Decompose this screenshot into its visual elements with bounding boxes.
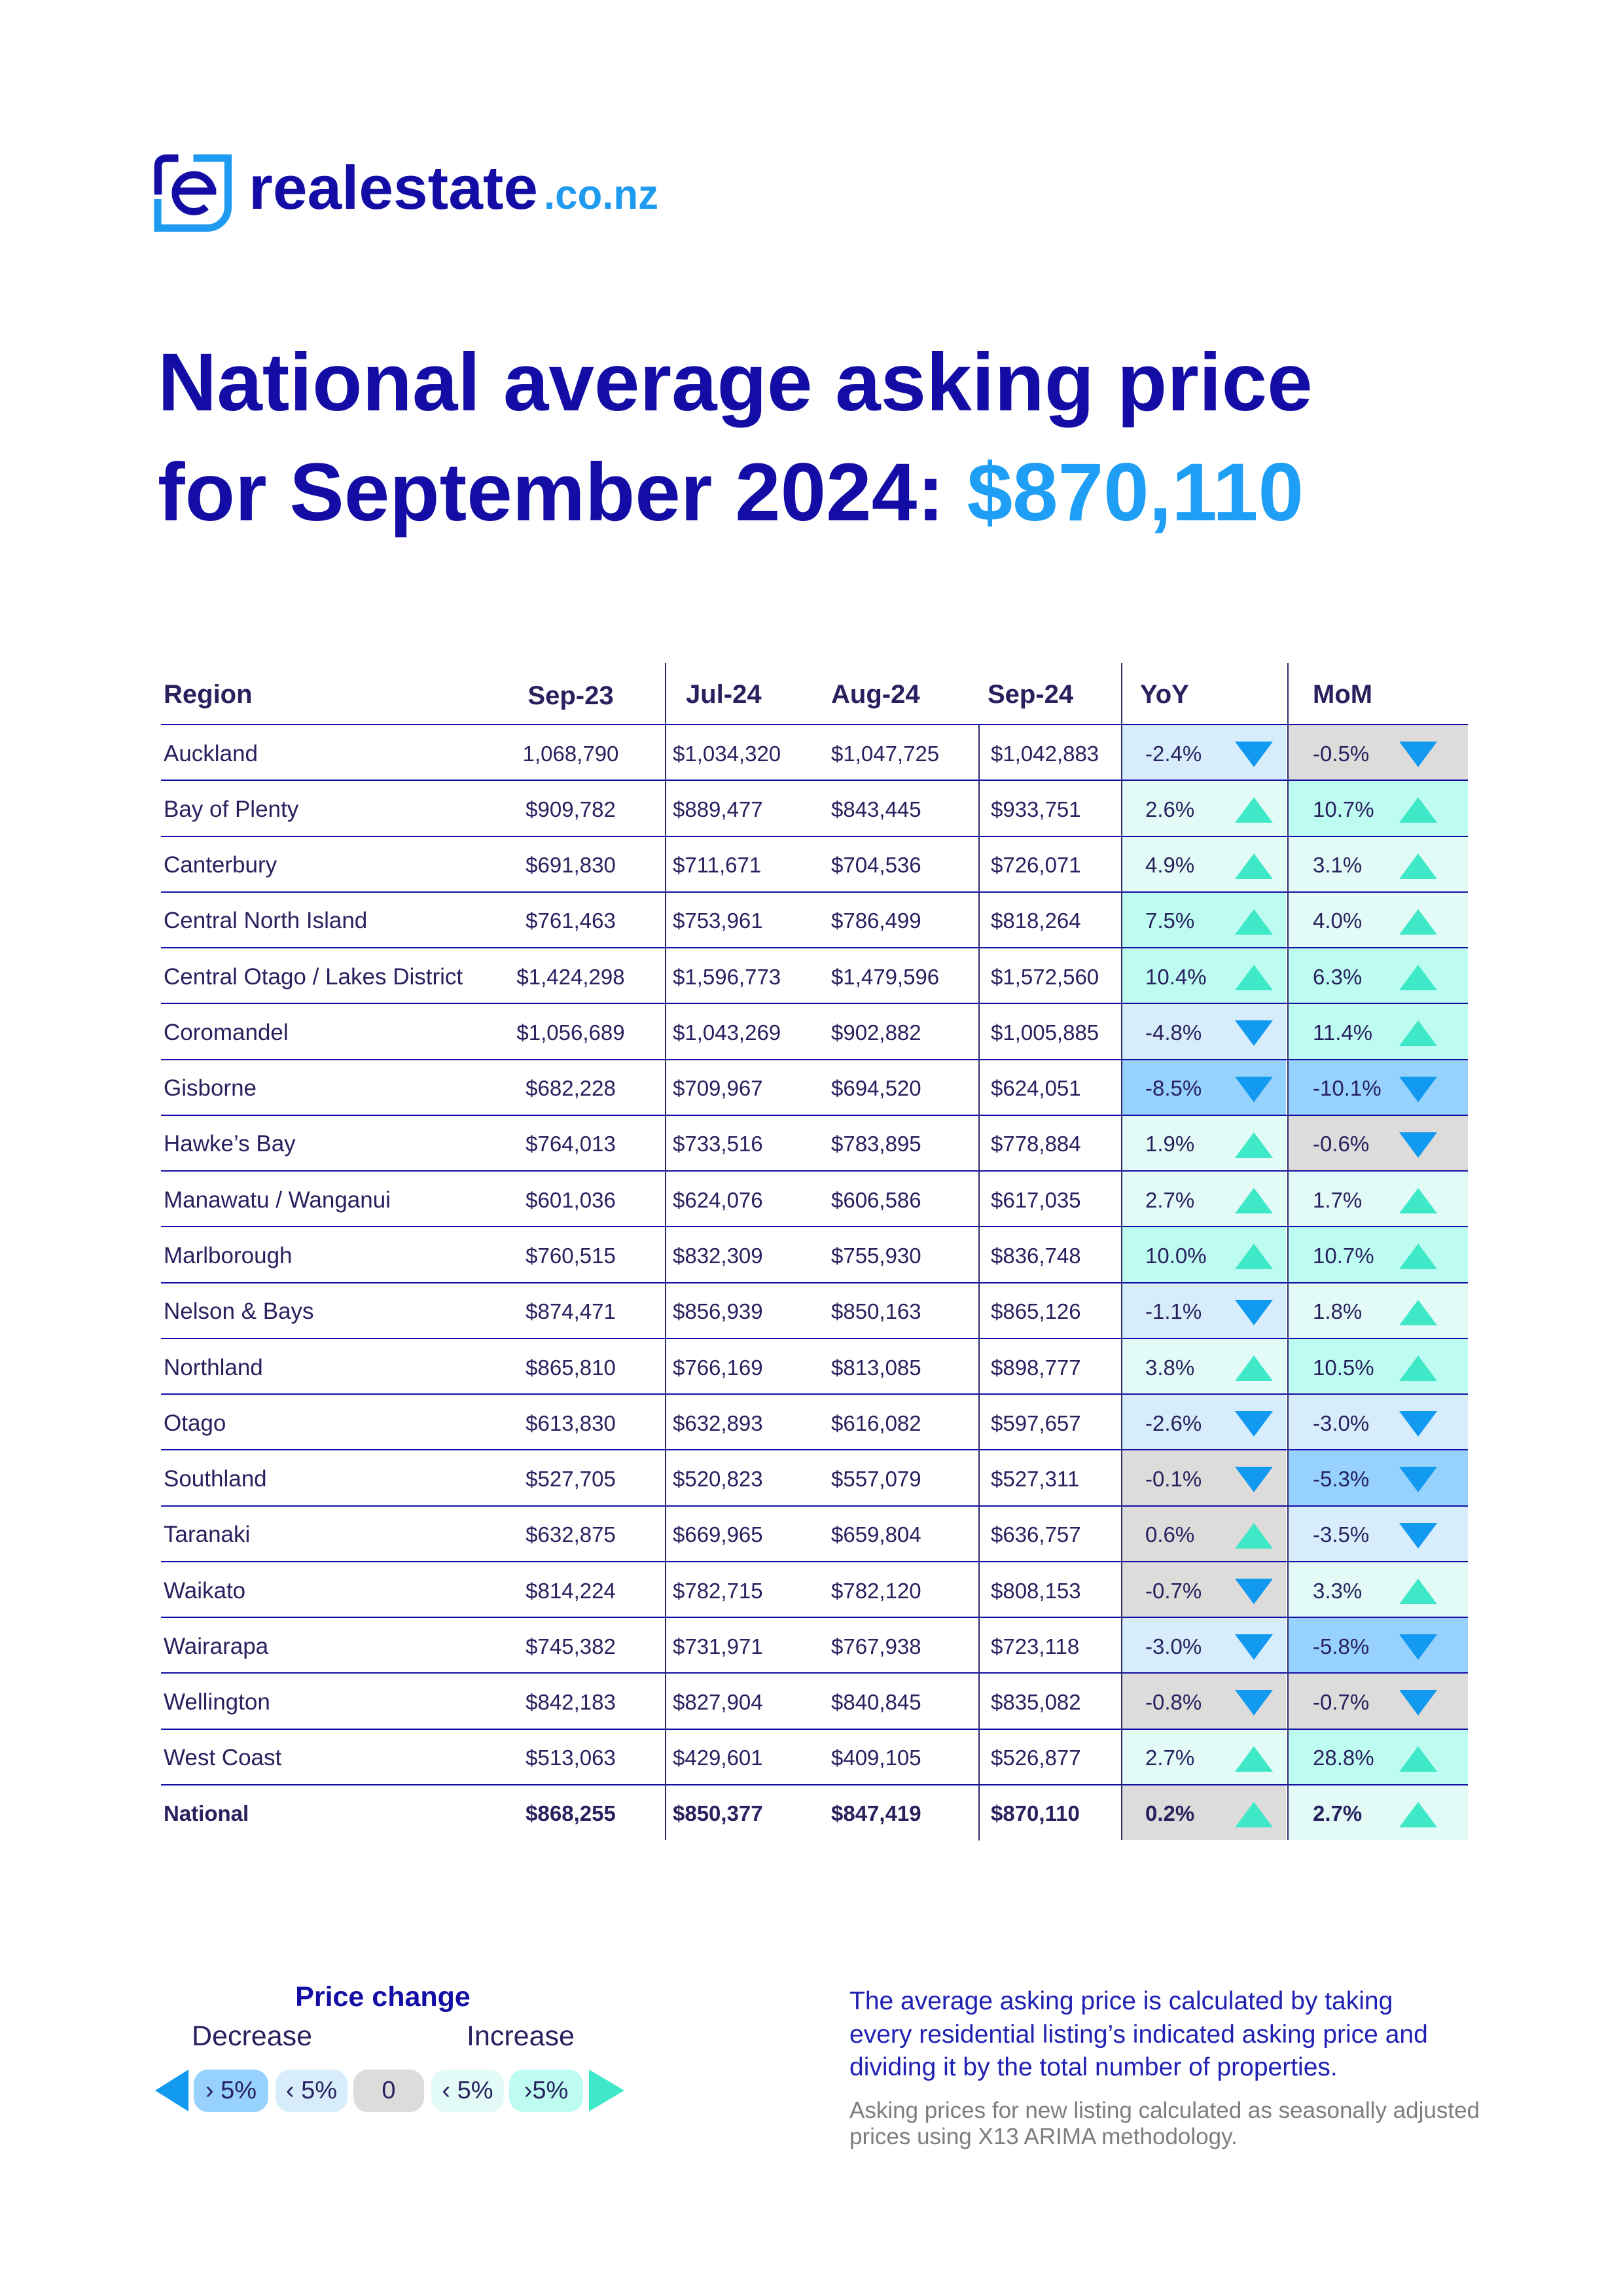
svg-text:realestate: realestate — [249, 153, 538, 222]
svg-text:.co.nz: .co.nz — [544, 171, 658, 218]
